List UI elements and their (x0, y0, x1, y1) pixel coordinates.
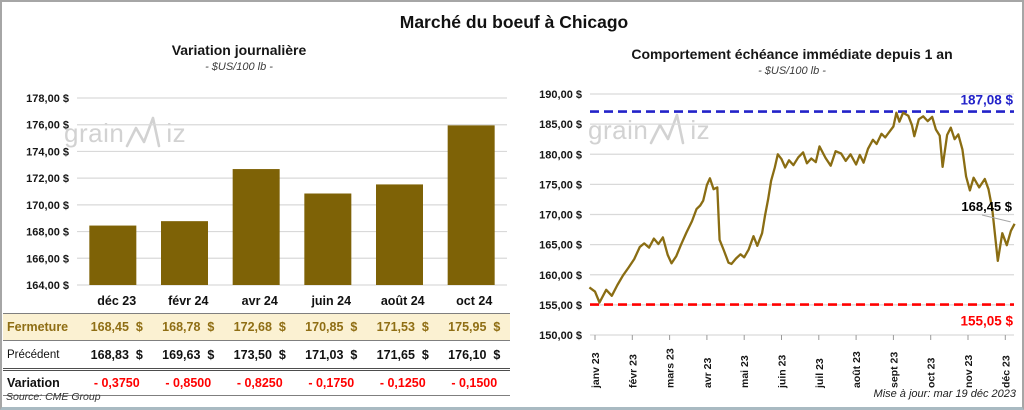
column-header: déc 23 (97, 294, 137, 308)
bar-août 24 (376, 184, 423, 285)
last-price-label: 168,45 $ (961, 199, 1012, 214)
x-axis-tick-label: juil 23 (814, 358, 826, 389)
y-axis-tick-label: 176,00 $ (26, 120, 69, 132)
value-cell: 170,85 $ (295, 313, 367, 341)
bar-chart-subtitle: - $US/100 lb - (205, 61, 273, 73)
x-axis-tick-label: mai 23 (739, 355, 751, 388)
value-cell: 168,78 $ (152, 313, 224, 341)
reference-line-label: 155,05 $ (960, 314, 1013, 329)
annotation-leader-line (981, 214, 1011, 223)
value-cell: 171,65 $ (367, 341, 439, 371)
price-line (588, 111, 1016, 304)
table-corner-cell (3, 289, 81, 313)
y-axis-tick-label: 160,00 $ (539, 270, 582, 282)
x-axis-tick-label: févr 23 (627, 354, 639, 388)
y-axis-tick-label: 174,00 $ (26, 146, 69, 158)
line-chart-subtitle: - $US/100 lb - (758, 65, 826, 77)
y-axis-tick-label: 166,00 $ (26, 253, 69, 265)
bar-chart-title: Variation journalière (171, 42, 307, 58)
y-axis-tick-label: 170,00 $ (26, 200, 69, 212)
value-cell: - 0,1250 (367, 371, 439, 396)
value-cell: - 0,8250 (224, 371, 296, 396)
x-axis-tick-label: juin 23 (777, 355, 789, 389)
y-axis-tick-label: 185,00 $ (539, 119, 582, 131)
y-axis-tick-label: 172,00 $ (26, 173, 69, 185)
x-axis-tick-label: août 23 (851, 351, 863, 388)
column-header: juin 24 (311, 294, 352, 308)
daily-variation-panel: Variation journalière - $US/100 lb - gra… (2, 2, 514, 407)
x-axis-tick-label: sept 23 (888, 352, 900, 388)
quotes-table: déc 23 févr 24 avr 24 juin 24 août 24 oct 24 F… (3, 289, 512, 396)
y-axis-tick-label: 190,00 $ (539, 89, 582, 101)
y-axis-tick-label: 155,00 $ (539, 300, 582, 312)
x-axis-tick-label: janv 23 (590, 352, 602, 389)
y-axis-tick-label: 180,00 $ (539, 149, 582, 161)
bar-févr 24 (161, 221, 208, 285)
bar-déc 23 (89, 225, 137, 285)
value-cell: - 0,1750 (295, 371, 367, 396)
y-axis-tick-label: 150,00 $ (539, 330, 582, 342)
source-note: Source: CME Group (6, 391, 101, 403)
value-cell: 175,95 $ (438, 313, 510, 341)
bar-chart: 178,00 $ 176,00 $ 174,00 $ 172,00 $ 170,00 $… (26, 93, 507, 290)
x-axis-tick-label: mars 23 (665, 348, 677, 388)
x-axis-tick-label: avr 23 (702, 357, 714, 388)
column-header: oct 24 (456, 294, 493, 308)
reference-line-label: 187,08 $ (960, 93, 1013, 108)
watermark-text: iz (166, 118, 187, 148)
value-cell: - 0,8500 (152, 371, 224, 396)
page-title: Marché du boeuf à Chicago (399, 12, 629, 32)
bar-juin 24 (304, 193, 352, 285)
x-axis-tick-label: nov 23 (963, 355, 975, 388)
value-cell: 173,50 $ (224, 341, 296, 371)
value-cell: 176,10 $ (438, 341, 510, 371)
update-note: Mise à jour: mar 19 déc 2023 (873, 388, 1016, 400)
column-header: août 24 (380, 294, 425, 308)
value-cell: 169,63 $ (152, 341, 224, 371)
line-chart: 190,00 $ 185,00 $ 180,00 $ 175,00 $ 170,00 $… (539, 89, 1016, 389)
bar-oct 24 (447, 125, 495, 285)
y-axis-tick-label: 164,00 $ (26, 280, 69, 290)
grainwiz-zigzag-icon (126, 116, 161, 148)
value-cell: 168,45 $ (81, 313, 153, 341)
value-cell: 171,03 $ (295, 341, 367, 371)
y-axis-tick-label: 168,00 $ (26, 227, 69, 239)
value-cell: 171,53 $ (367, 313, 439, 341)
watermark-text: grain (588, 115, 649, 145)
y-axis-tick-label: 165,00 $ (539, 240, 582, 252)
y-axis-tick-label: 175,00 $ (539, 179, 582, 191)
value-cell: - 0,1500 (438, 371, 510, 396)
value-cell: 172,68 $ (224, 313, 296, 341)
row-label: Variation (3, 371, 81, 396)
x-axis-tick-label: oct 23 (926, 357, 938, 388)
yearly-behavior-panel: Comportement échéance immédiate depuis 1… (514, 2, 1022, 407)
line-chart-title: Comportement échéance immédiate depuis 1… (631, 46, 953, 62)
value-cell: 168,83 $ (81, 341, 153, 371)
bar-avr 24 (232, 169, 280, 285)
watermark-text: iz (690, 115, 711, 145)
row-label: Fermeture (3, 313, 81, 341)
y-axis-tick-label: 170,00 $ (539, 210, 582, 222)
x-axis-tick-label: déc 23 (1000, 355, 1012, 388)
value-cell: - 0,3750 (81, 371, 153, 396)
column-header: févr 24 (168, 294, 209, 308)
row-label: Précédent (3, 341, 81, 371)
column-header: avr 24 (241, 294, 278, 308)
y-axis-tick-label: 178,00 $ (26, 93, 69, 105)
